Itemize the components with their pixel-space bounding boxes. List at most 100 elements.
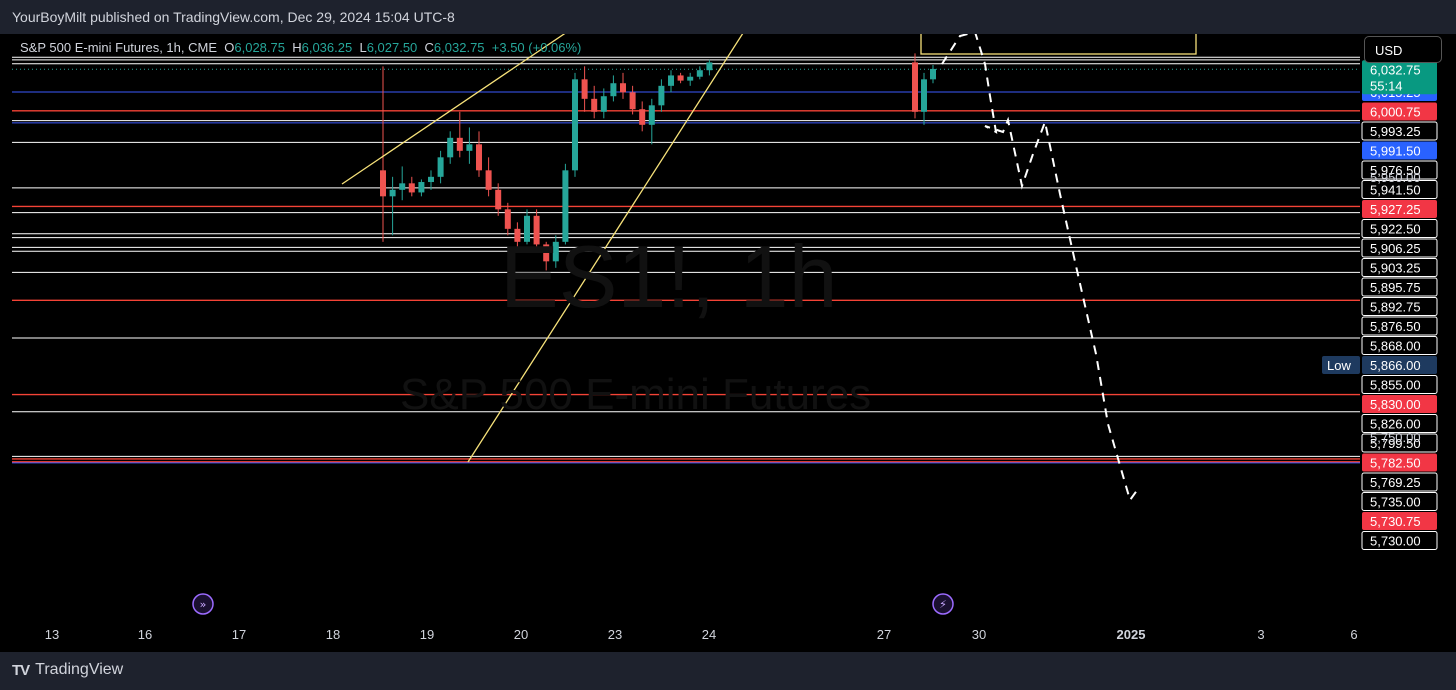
price-label-box: [1361, 180, 1438, 199]
candle-body: [428, 176, 434, 183]
price-label-box: [1361, 121, 1438, 141]
candle-body: [418, 182, 425, 193]
candle-body: [620, 83, 626, 93]
candle-body: [495, 189, 502, 210]
candle-body: [476, 144, 482, 171]
candle-body: [687, 76, 694, 81]
time-axis-label: 30: [972, 627, 986, 642]
price-label-text: 5,826.00: [1370, 417, 1421, 432]
time-axis-label: 23: [608, 627, 622, 642]
price-label-text: 5,782.50: [1370, 456, 1421, 471]
candle-body: [648, 105, 655, 125]
price-label-text: 5,830.00: [1370, 397, 1421, 412]
brand-name: TradingView: [35, 661, 124, 678]
price-label-box: [1361, 472, 1438, 492]
price-label-text: 5,892.75: [1370, 300, 1421, 315]
candle-body: [562, 170, 569, 242]
price-label-box: [1361, 316, 1438, 336]
open-value: 6,028.75: [234, 40, 285, 55]
candle-body: [456, 137, 463, 151]
tradingview-brand[interactable]: TV TradingView: [12, 661, 123, 679]
close-label: C: [424, 40, 434, 55]
watermark-ticker: ES1!, 1h: [500, 227, 838, 326]
candle-body: [610, 83, 617, 97]
low-tag-box: [1322, 356, 1360, 374]
time-axis[interactable]: 13 16 17 18 19 20 23 24 27 30 2025 3 6: [0, 618, 1456, 652]
price-label-text: 5,903.25: [1370, 261, 1421, 276]
footer-bar: TV TradingView: [0, 652, 1456, 690]
price-axis-tick: 5,750.00: [1370, 430, 1421, 445]
publisher-text: YourBoyMilt published on TradingView.com…: [12, 9, 455, 25]
time-axis-label: 13: [45, 627, 59, 642]
time-axis-label: 19: [420, 627, 434, 642]
candle-body: [552, 241, 559, 262]
time-axis-label: 2025: [1117, 627, 1146, 642]
candle-body: [668, 75, 674, 86]
candle-body: [581, 79, 588, 99]
candle-body: [639, 109, 646, 125]
candle-body: [912, 62, 918, 112]
lightning-icon: [932, 593, 954, 615]
candle-body: [543, 244, 550, 262]
time-axis-label: 16: [138, 627, 152, 642]
price-label-box: [1361, 277, 1438, 297]
symbol-legend: S&P 500 E-mini Futures, 1h, CME O6,028.7…: [20, 40, 581, 55]
event-glyph: »: [200, 598, 207, 611]
candle-body: [629, 92, 636, 110]
close-value: 6,032.75: [433, 40, 485, 55]
candle-body: [389, 189, 396, 197]
price-label-text: 5,993.25: [1370, 124, 1421, 139]
forward-icon: [192, 593, 214, 615]
time-axis-label: 3: [1257, 627, 1264, 642]
price-label-box: [1361, 492, 1438, 511]
price-label-box: [1362, 102, 1437, 121]
symbol-name: S&P 500 E-mini Futures, 1h, CME: [20, 40, 218, 55]
countdown-text: 55:14: [1370, 78, 1403, 93]
price-label-text: 5,991.50: [1370, 144, 1421, 159]
publisher-bar: YourBoyMilt published on TradingView.com…: [0, 0, 1456, 34]
candle-body: [591, 98, 598, 112]
price-label-box: [1361, 531, 1438, 550]
price-label-box: [1361, 336, 1438, 355]
candle-body: [706, 62, 713, 71]
trend-line-upper: [341, 34, 566, 185]
price-label-text: 5,876.50: [1370, 319, 1421, 334]
price-label-box: [1361, 414, 1438, 433]
projection-path: [941, 34, 1139, 503]
candle-body: [677, 75, 684, 81]
price-label-text: 5,941.50: [1370, 183, 1421, 198]
candle-body: [514, 228, 521, 242]
candle-body: [408, 183, 415, 193]
candle-body: [447, 137, 454, 158]
high-label: H: [292, 40, 302, 55]
price-label-text: 5,927.25: [1370, 202, 1421, 217]
candle-body: [921, 79, 927, 112]
price-label-box: [1362, 453, 1437, 472]
price-chart[interactable]: »⚡6,015.256,000.755,993.255,991.505,976.…: [0, 34, 1456, 618]
event-glyph: ⚡: [939, 598, 947, 611]
price-label-text: 5,735.00: [1370, 495, 1421, 510]
candle-body: [380, 170, 386, 197]
low-label: L: [359, 40, 367, 55]
price-label-text: 6,000.75: [1370, 105, 1421, 120]
low-value: 6,027.50: [366, 40, 418, 55]
price-label-box: [1362, 141, 1437, 160]
price-label-box: [1361, 433, 1438, 453]
price-label-box: [1361, 160, 1438, 180]
price-label-box: [1361, 258, 1438, 277]
price-label-text: 5,906.25: [1370, 241, 1421, 256]
candle-body: [696, 70, 703, 77]
open-label: O: [224, 40, 235, 55]
price-label-box: [1361, 297, 1438, 316]
watermark-name: S&P 500 E-mini Futures: [400, 370, 872, 419]
price-label-box: [1362, 395, 1437, 413]
price-label-box: [1362, 356, 1437, 374]
price-label-text: 5,730.00: [1370, 534, 1421, 549]
price-label-text: 5,769.25: [1370, 475, 1421, 490]
currency-button[interactable]: USD: [1364, 36, 1442, 63]
price-label-text: 5,895.75: [1370, 280, 1421, 295]
candle-body: [930, 68, 936, 80]
candle-body: [485, 170, 492, 190]
tradingview-logo-icon: TV: [12, 661, 30, 679]
price-label-text: 5,922.50: [1370, 222, 1421, 237]
